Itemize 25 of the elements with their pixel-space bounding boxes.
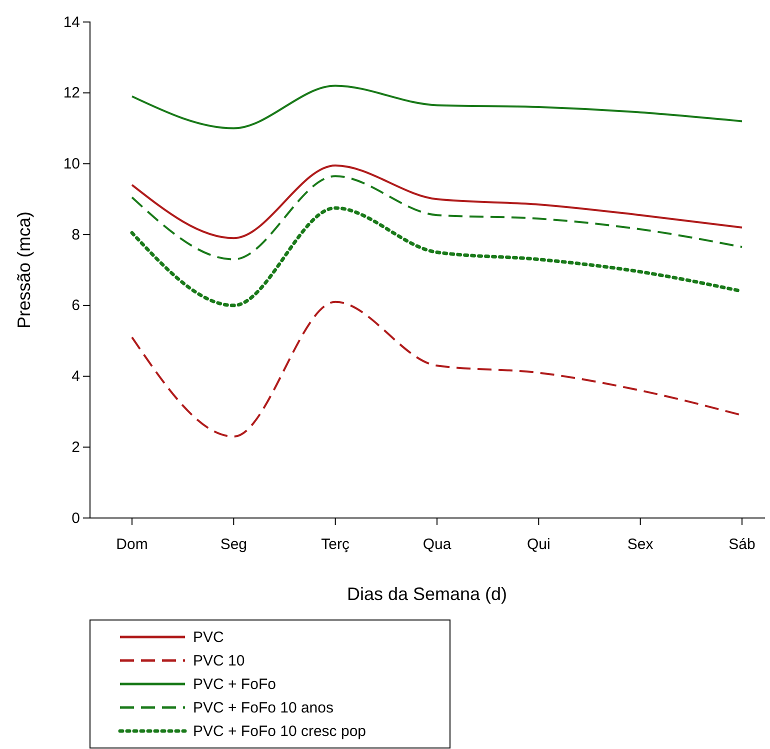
- x-tick-label: Seg: [220, 536, 248, 553]
- legend-label: PVC 10: [193, 652, 245, 670]
- y-tick-label: 8: [72, 226, 80, 244]
- legend-label: PVC + FoFo 10 cresc pop: [193, 723, 366, 740]
- legend-label: PVC + FoFo 10 anos: [193, 700, 334, 716]
- line-series: [131, 84, 743, 130]
- legend-label: PVC + FoFo: [193, 676, 276, 693]
- y-tick-label: 0: [72, 510, 80, 527]
- x-tick-label: Terç: [321, 536, 350, 553]
- y-tick-label: 4: [72, 368, 80, 386]
- y-axis-title: Pressão (mca): [14, 211, 34, 329]
- line-series: [131, 164, 743, 240]
- y-tick-label: 2: [72, 438, 80, 456]
- line-series: [131, 175, 743, 260]
- y-tick-label: 14: [63, 14, 80, 31]
- legend-label: PVC: [193, 629, 224, 646]
- x-tick-label: Sáb: [728, 536, 756, 553]
- y-tick-label: 10: [63, 156, 80, 173]
- x-tick-label: Qui: [526, 536, 550, 553]
- x-tick-label: Dom: [116, 536, 148, 553]
- x-axis-title: Dias da Semana (d): [346, 584, 508, 604]
- y-tick-label: 12: [63, 84, 80, 102]
- y-tick-label: 6: [72, 297, 80, 314]
- x-tick-label: Sex: [627, 536, 654, 553]
- x-tick-label: Qua: [422, 536, 452, 553]
